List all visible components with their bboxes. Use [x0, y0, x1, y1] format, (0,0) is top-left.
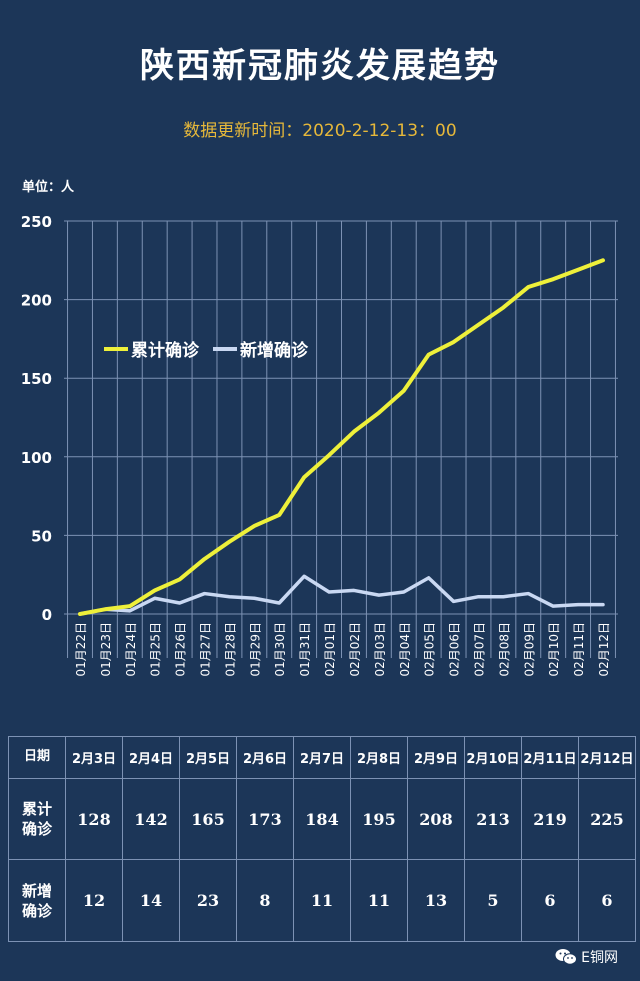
- table-cell: 23: [179, 859, 237, 942]
- chart-grid: [64, 220, 618, 658]
- table-cell: 13: [407, 859, 465, 942]
- table-cell: 8: [236, 859, 294, 942]
- table-row-new: 新增 确诊 12 14 23 8 11 11 13 5 6 6: [8, 859, 636, 942]
- x-tick-label: 01月28日: [223, 622, 237, 677]
- x-tick-label: 01月31日: [298, 622, 312, 677]
- table-row-cumulative: 累计 确诊 128 142 165 173 184 195 208 213 219…: [8, 777, 636, 861]
- x-tick-label: 01月22日: [74, 622, 88, 677]
- watermark-text: E铜网: [581, 950, 618, 966]
- row-header-new: 新增 确诊: [8, 859, 66, 942]
- page-title: 陕西新冠肺炎发展趋势: [140, 46, 500, 86]
- y-axis-ticks: 0 50 100 150 200 250: [21, 213, 52, 624]
- table-cell: 11: [350, 859, 408, 942]
- x-tick-label: 01月29日: [248, 622, 262, 677]
- x-tick-label: 02月10日: [547, 622, 561, 677]
- x-tick-label: 02月03日: [373, 622, 387, 677]
- x-tick-label: 02月09日: [522, 622, 536, 677]
- y-tick-label: 0: [42, 606, 52, 624]
- table-cell: 11: [293, 859, 351, 942]
- x-tick-label: 02月08日: [497, 622, 511, 677]
- source-watermark: E铜网: [555, 947, 618, 967]
- x-tick-label: 01月25日: [149, 622, 163, 677]
- data-table: 日期 2月3日 2月4日 2月5日 2月6日 2月7日 2月8日 2月9日 2月…: [8, 736, 636, 942]
- table-cell: 219: [521, 777, 579, 861]
- row-header-cumulative: 累计 确诊: [8, 777, 66, 861]
- table-row-dates: 日期 2月3日 2月4日 2月5日 2月6日 2月7日 2月8日 2月9日 2月…: [8, 736, 636, 779]
- legend-swatch-cumulative: [104, 346, 128, 351]
- table-cell: 2月9日: [407, 736, 465, 779]
- legend-item-cumulative: 累计确诊: [104, 336, 199, 361]
- table-cell: 14: [122, 859, 180, 942]
- legend-swatch-new: [213, 346, 237, 351]
- x-tick-label: 02月07日: [472, 622, 486, 677]
- table-cell: 2月8日: [350, 736, 408, 779]
- series-line-0: [78, 258, 605, 616]
- update-time: 数据更新时间：2020-2-12-13：00: [183, 121, 457, 141]
- y-tick-label: 100: [21, 449, 52, 467]
- chart-series: [78, 258, 605, 616]
- table-cell: 2月3日: [65, 736, 123, 779]
- y-tick-label: 250: [21, 213, 52, 231]
- y-tick-label: 150: [21, 370, 52, 388]
- x-tick-label: 02月11日: [572, 622, 586, 677]
- table-cell: 173: [236, 777, 294, 861]
- chart-legend: 累计确诊 新增确诊: [104, 336, 322, 361]
- legend-label-new: 新增确诊: [240, 341, 308, 361]
- x-tick-label: 02月02日: [348, 622, 362, 677]
- wechat-icon: [555, 949, 578, 965]
- table-cell: 2月5日: [179, 736, 237, 779]
- table-cell: 128: [65, 777, 123, 861]
- table-cell: 5: [464, 859, 522, 942]
- x-tick-label: 02月06日: [448, 622, 462, 677]
- y-tick-label: 50: [31, 527, 52, 545]
- table-cell: 184: [293, 777, 351, 861]
- x-tick-label: 02月04日: [398, 622, 412, 677]
- table-cell: 2月10日: [464, 736, 522, 779]
- table-cell: 2月4日: [122, 736, 180, 779]
- legend-item-new: 新增确诊: [213, 336, 308, 361]
- line-chart: 0 50 100 150 200 250 01月22日 01月23日 01月24日 01月25日…: [21, 213, 618, 677]
- x-axis-ticks: 01月22日 01月23日 01月24日 01月25日 01月26日 01月27日 01月2…: [74, 622, 611, 677]
- unit-label: 单位：人: [22, 180, 75, 195]
- table-cell: 225: [578, 777, 636, 861]
- table-cell: 6: [578, 859, 636, 942]
- table-cell: 2月6日: [236, 736, 294, 779]
- table-cell: 208: [407, 777, 465, 861]
- x-tick-label: 02月01日: [323, 622, 337, 677]
- table-cell: 2月11日: [521, 736, 579, 779]
- x-tick-label: 01月23日: [99, 622, 113, 677]
- table-cell: 213: [464, 777, 522, 861]
- series-line-1: [78, 574, 605, 616]
- table-cell: 12: [65, 859, 123, 942]
- row-header-date: 日期: [8, 736, 66, 779]
- table-cell: 165: [179, 777, 237, 861]
- table-cell: 6: [521, 859, 579, 942]
- x-tick-label: 01月27日: [199, 622, 213, 677]
- table-cell: 2月7日: [293, 736, 351, 779]
- x-tick-label: 01月30日: [273, 622, 287, 677]
- table-cell: 195: [350, 777, 408, 861]
- table-cell: 2月12日: [578, 736, 636, 779]
- x-tick-label: 02月05日: [423, 622, 437, 677]
- x-tick-label: 01月24日: [124, 622, 138, 677]
- legend-label-cumulative: 累计确诊: [131, 341, 199, 361]
- y-tick-label: 200: [21, 292, 52, 310]
- x-tick-label: 01月26日: [174, 622, 188, 677]
- table-cell: 142: [122, 777, 180, 861]
- x-tick-label: 02月12日: [597, 622, 611, 677]
